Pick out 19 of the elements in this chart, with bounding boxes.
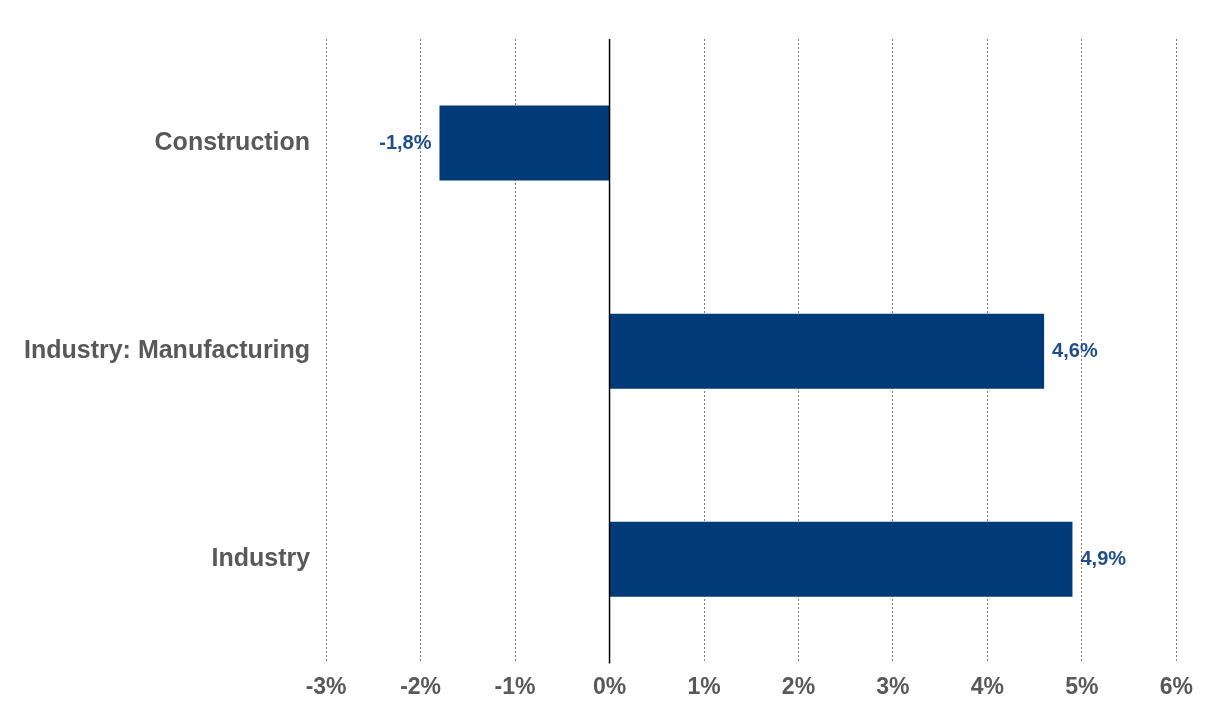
bar <box>439 105 610 181</box>
data-label: -1,8% <box>379 130 432 153</box>
x-tick-label: 6% <box>1159 672 1193 699</box>
bar <box>610 313 1045 389</box>
y-tick-label: Industry <box>211 543 311 572</box>
x-tick-label: 2% <box>781 672 816 699</box>
x-tick-label: -1% <box>494 672 536 699</box>
data-label: 4,6% <box>1052 338 1098 361</box>
data-label: 4,9% <box>1080 546 1127 569</box>
x-tick-label: -2% <box>400 672 442 699</box>
x-tick-label: -3% <box>305 672 347 699</box>
x-tick-label: 1% <box>687 672 721 699</box>
y-tick-label: Construction <box>154 126 311 155</box>
y-tick-label: Industry: Manufacturing <box>24 335 311 364</box>
x-tick-label: 5% <box>1065 672 1099 699</box>
x-tick-label: 0% <box>592 672 627 699</box>
x-tick-label: 4% <box>970 672 1005 699</box>
x-tick-label: 3% <box>876 672 910 699</box>
bar <box>610 521 1073 597</box>
